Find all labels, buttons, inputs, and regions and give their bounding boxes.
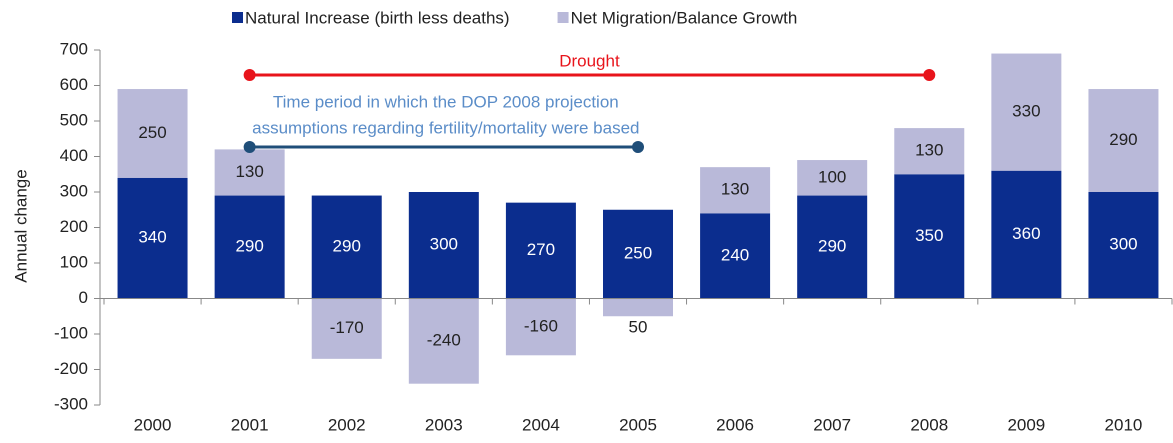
bar-segment [894,128,965,175]
value-label: 300 [430,235,458,254]
value-label: 350 [915,226,943,245]
bar-segment [603,209,673,299]
bar-segment [408,192,479,299]
y-tick-label: 100 [60,252,88,271]
y-tick-label: 400 [60,146,88,165]
bar-segment [603,298,673,317]
value-label: -160 [524,316,558,335]
legend-label: Net Migration/Balance Growth [571,8,798,27]
y-tick-label: 700 [60,39,88,58]
x-tick-label: 2005 [619,415,657,434]
bar-segment [1088,192,1159,299]
bar-segment [991,170,1062,299]
y-tick-label: 500 [60,110,88,129]
annotation-text: Drought [559,51,620,70]
bar-segment [991,53,1062,171]
value-label: 290 [333,237,361,256]
annotation-dot [923,69,936,81]
value-label: 360 [1012,224,1040,243]
value-label: 130 [235,162,263,181]
value-label: 50 [629,318,648,337]
bar-segment [408,298,479,384]
y-tick-label: 0 [79,288,88,307]
bar-segment [117,177,188,299]
value-label: 250 [624,244,652,263]
bar-segment [1088,89,1159,192]
bar-segment [505,298,576,356]
value-label: 340 [138,228,166,247]
value-label: -240 [427,331,461,350]
bar-segment [894,174,965,299]
legend-swatch [232,12,243,23]
value-label: -170 [330,318,364,337]
value-label: 290 [235,237,263,256]
value-label: 130 [915,141,943,160]
value-label: 290 [818,237,846,256]
x-tick-label: 2010 [1105,415,1143,434]
y-tick-label: 200 [60,217,88,236]
x-tick-label: 2004 [522,415,560,434]
bar-segment [214,149,285,196]
value-label: 300 [1109,235,1137,254]
x-tick-label: 2000 [134,415,172,434]
value-label: 290 [1109,130,1137,149]
annotation-text: Time period in which the DOP 2008 projec… [273,92,619,111]
bar-segment [700,167,771,214]
legend-swatch [557,12,569,23]
annotation-dot [243,141,256,153]
bar-segment [797,160,868,196]
annotation-text: assumptions regarding fertility/mortalit… [252,118,639,137]
bar-segment [311,195,382,299]
value-label: 250 [138,123,166,142]
x-tick-label: 2008 [910,415,948,434]
y-tick-label: 300 [60,181,88,200]
y-tick-label: 600 [60,75,88,94]
value-label: 270 [527,240,555,259]
bar-segment [505,202,576,299]
x-tick-label: 2001 [231,415,269,434]
annotation-dot [632,141,644,153]
x-tick-label: 2006 [716,415,754,434]
x-tick-label: 2007 [813,415,851,434]
legend-label: Natural Increase (birth less deaths) [245,8,510,27]
x-tick-label: 2002 [328,415,366,434]
y-tick-label: -300 [54,394,88,413]
value-label: 100 [818,167,846,186]
bar-segment [117,89,188,178]
x-tick-label: 2009 [1007,415,1045,434]
bar-segment [311,298,382,359]
y-tick-label: -200 [54,359,88,378]
x-tick-label: 2003 [425,415,463,434]
annotation-dot [243,69,256,81]
bar-segment [214,195,285,299]
value-label: 130 [721,180,749,199]
bar-segment [700,213,771,299]
bar-segment [797,195,868,299]
y-axis-label: Annual change [11,169,30,282]
value-label: 240 [721,245,749,264]
value-label: 330 [1012,102,1040,121]
y-tick-label: -100 [54,323,88,342]
